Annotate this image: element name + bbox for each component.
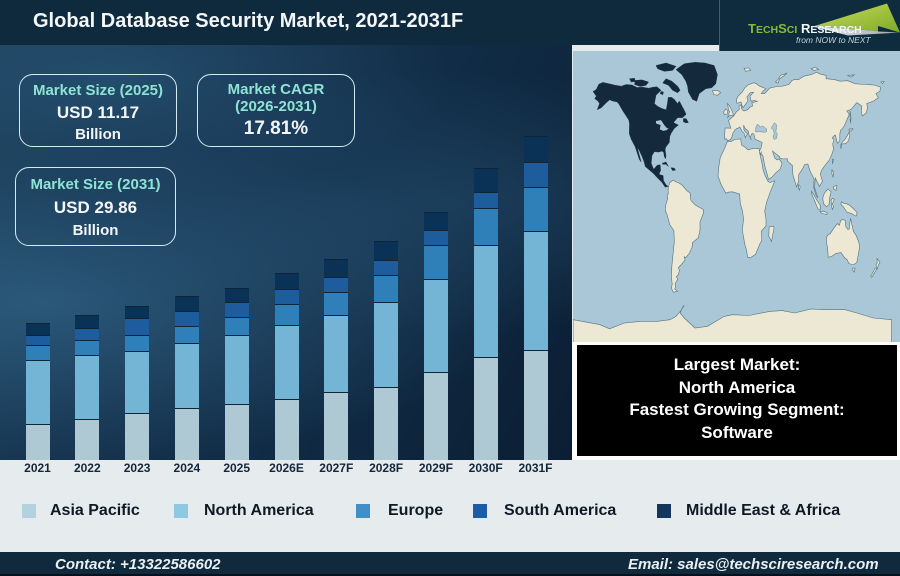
svg-text:from NOW to NEXT: from NOW to NEXT bbox=[796, 35, 871, 45]
svg-text:TECHSCI: TECHSCI bbox=[748, 21, 797, 36]
svg-text:RESEARCH: RESEARCH bbox=[801, 21, 862, 36]
